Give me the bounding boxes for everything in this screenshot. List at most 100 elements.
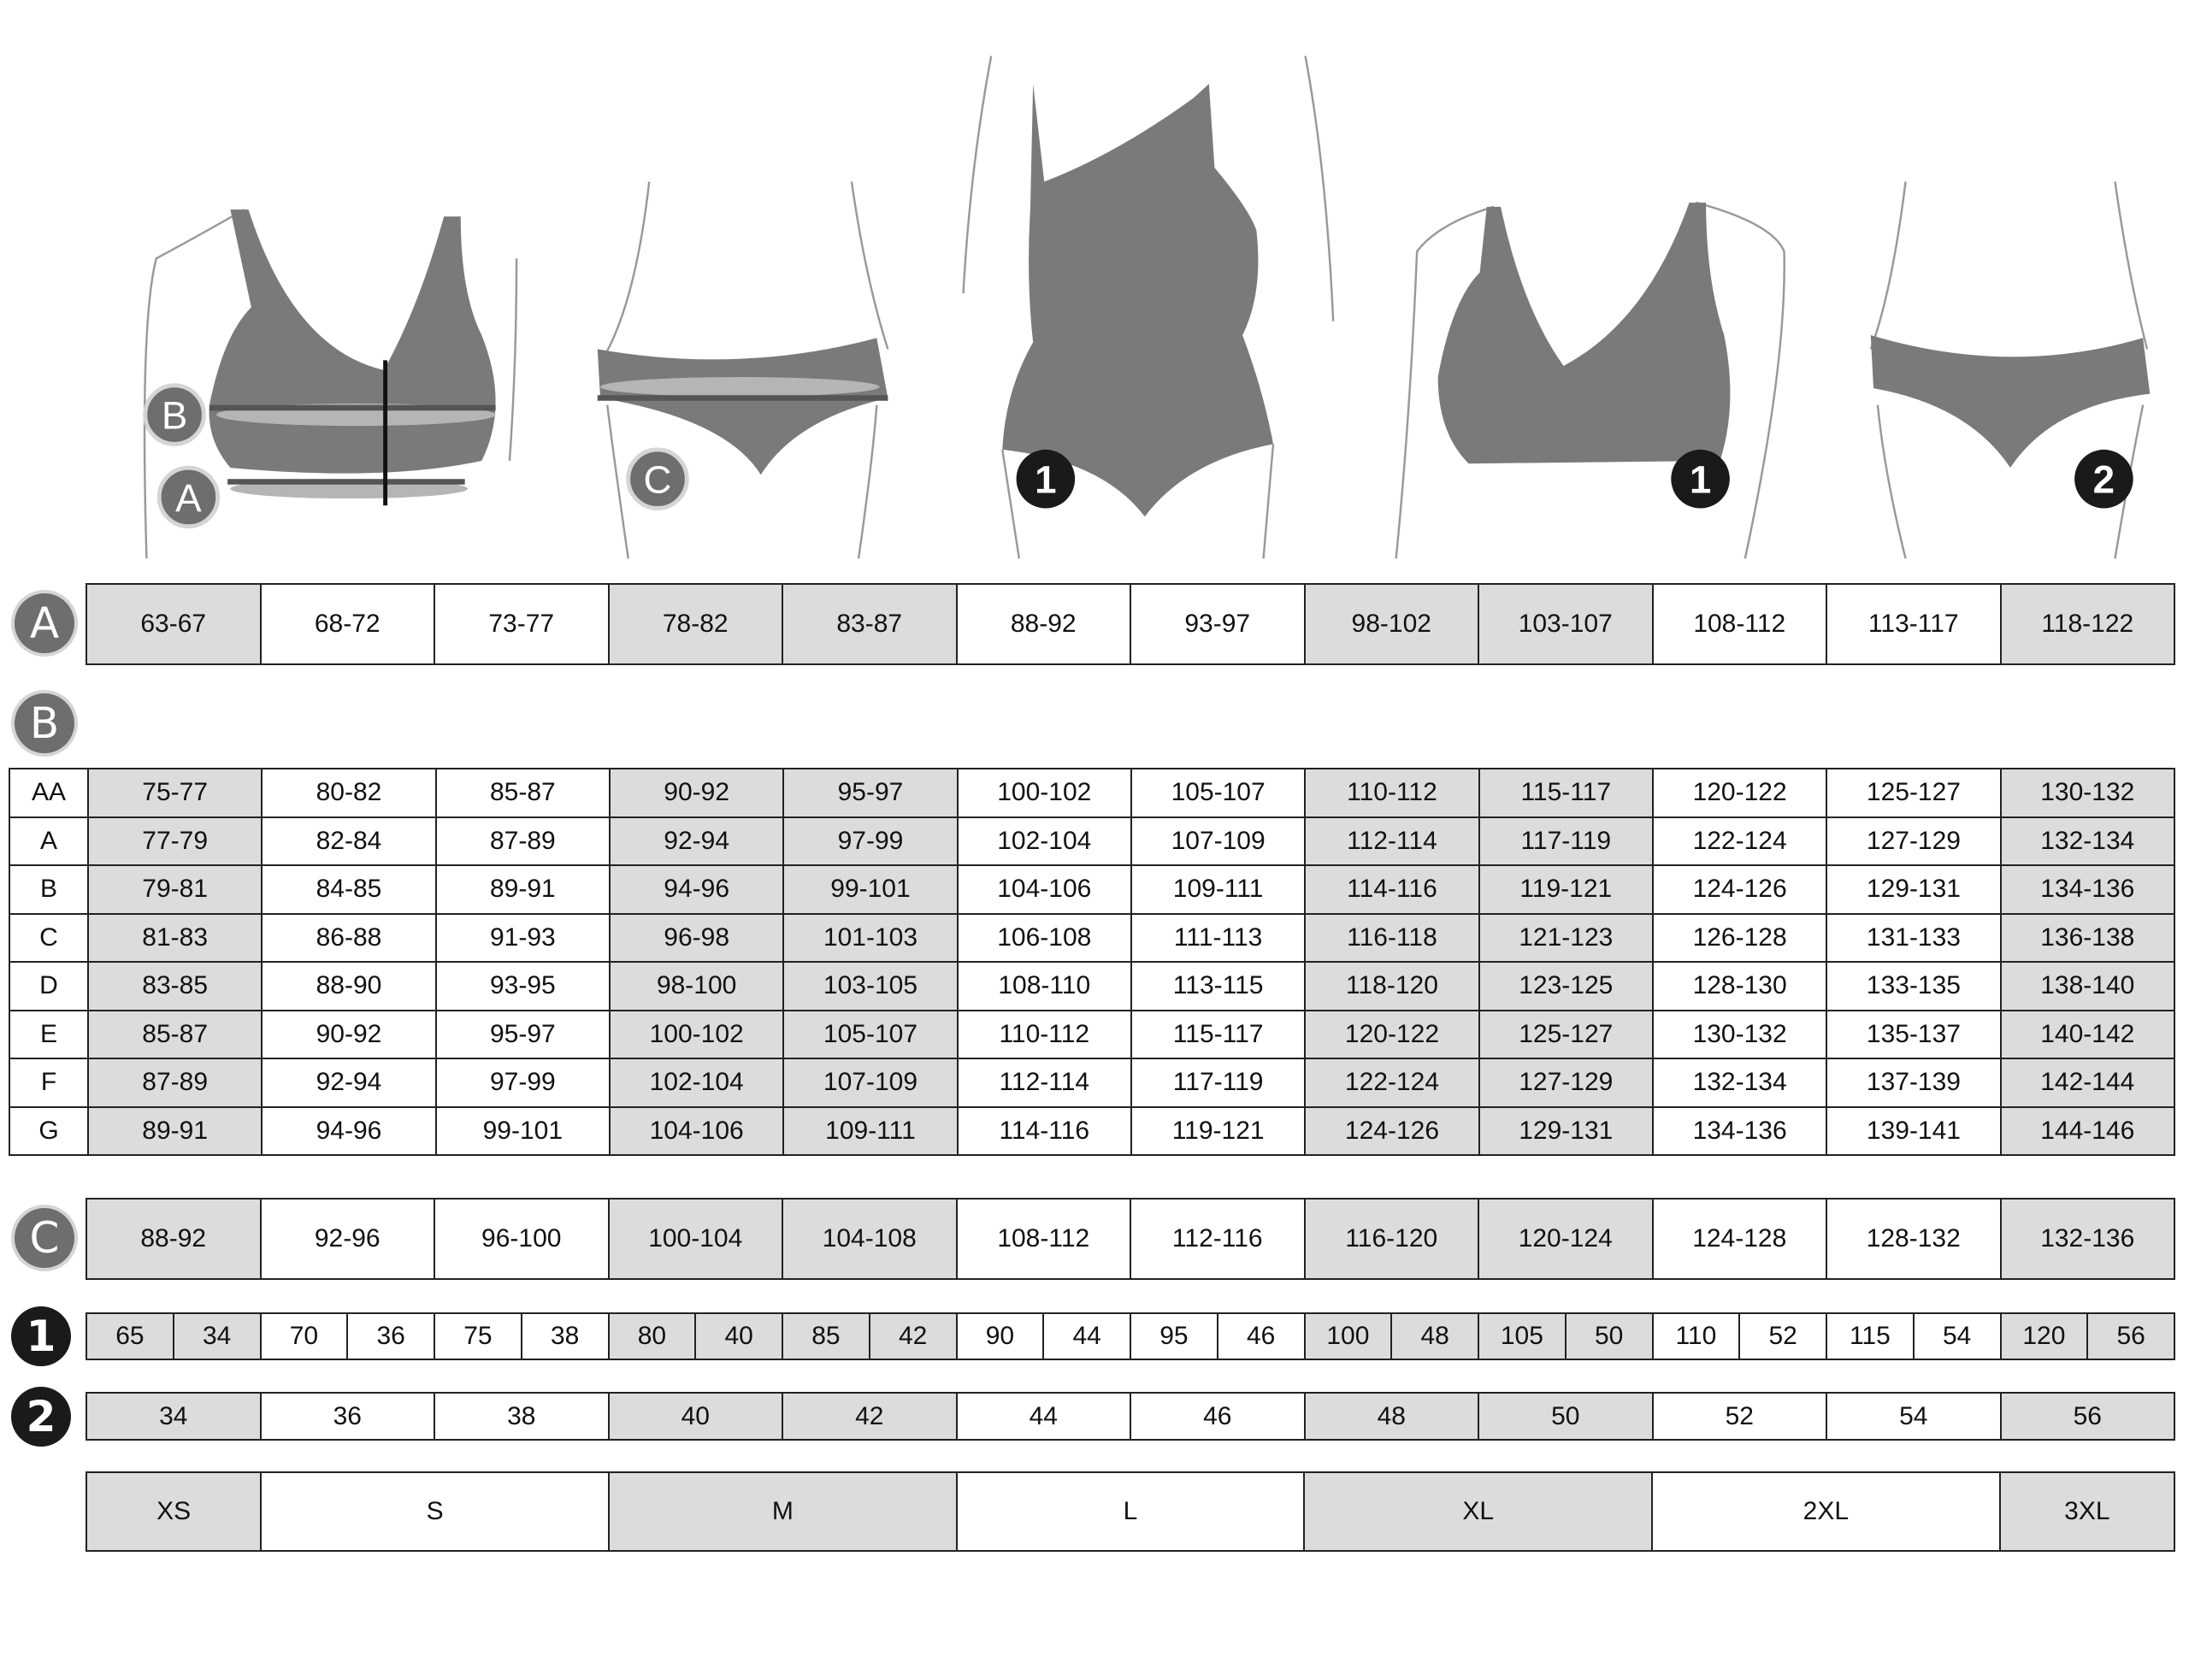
table-cell: 116-118 bbox=[1306, 914, 1480, 961]
table-cell: 38 bbox=[435, 1394, 610, 1439]
table-cell: 83-85 bbox=[89, 963, 263, 1010]
cup-label: E bbox=[10, 1011, 89, 1058]
table-cell-pair: 75 38 bbox=[435, 1314, 610, 1359]
table-cell-pair: 80 40 bbox=[609, 1314, 783, 1359]
table-cell: 87-89 bbox=[437, 817, 611, 864]
table-cell: 128-130 bbox=[1654, 963, 1828, 1010]
table-cell: 138-140 bbox=[2001, 963, 2175, 1010]
table-cell: 91-93 bbox=[437, 914, 611, 961]
table-cell: 119-121 bbox=[1479, 866, 1654, 913]
table-cell: 34 bbox=[202, 1322, 232, 1350]
table-cell: 82-84 bbox=[263, 817, 437, 864]
table-cell: 63-67 bbox=[87, 585, 262, 663]
table-cell: 122-124 bbox=[1306, 1059, 1480, 1106]
badge-2-icon: 2 bbox=[2093, 458, 2115, 502]
table-cell: 99-101 bbox=[784, 866, 959, 913]
size-cell: 2XL bbox=[1653, 1473, 2001, 1550]
table-cell: 142-144 bbox=[2001, 1059, 2175, 1106]
table-cell: 34 bbox=[87, 1394, 262, 1439]
table-cell: 92-96 bbox=[262, 1200, 435, 1278]
table-cell: 125-127 bbox=[1479, 1011, 1654, 1058]
table-cell: 83-87 bbox=[783, 585, 958, 663]
table-cell: 107-109 bbox=[1132, 817, 1307, 864]
size-cell: S bbox=[262, 1473, 610, 1550]
table-cell: 129-131 bbox=[1479, 1107, 1654, 1154]
table-cell: 105 bbox=[1479, 1314, 1567, 1359]
table-cell: 130-132 bbox=[2001, 769, 2175, 816]
badge-c-icon: C bbox=[643, 458, 671, 502]
cup-label: F bbox=[10, 1059, 89, 1106]
table-cell: 130-132 bbox=[1654, 1011, 1828, 1058]
size-cell: 3XL bbox=[2000, 1473, 2176, 1550]
bra-figure-1 bbox=[1437, 202, 1731, 464]
table-cell: 115 bbox=[1827, 1314, 1915, 1359]
table-cell: 94-96 bbox=[610, 866, 785, 913]
garment-shapes bbox=[209, 84, 2151, 517]
table-b-bust: AA 75-77 80-82 85-87 90-92 95-97 100-102 105-10… bbox=[9, 768, 2175, 1156]
cup-label: G bbox=[10, 1107, 89, 1154]
cup-label: B bbox=[10, 866, 89, 913]
table-cell: 93-97 bbox=[1131, 585, 1306, 663]
table-cell-pair: 70 36 bbox=[262, 1314, 435, 1359]
cup-label: AA bbox=[10, 769, 89, 816]
table-cell: 42 bbox=[898, 1322, 928, 1350]
table-cell: 79-81 bbox=[89, 866, 263, 913]
table-cell: 116-120 bbox=[1305, 1200, 1479, 1278]
table-cell: 73-77 bbox=[435, 585, 610, 663]
table-cell: 90-92 bbox=[610, 769, 785, 816]
table-cell: 101-103 bbox=[784, 914, 959, 961]
table-cell: 108-110 bbox=[959, 963, 1132, 1010]
table-cell: 110 bbox=[1654, 1314, 1741, 1359]
table-cell: 115-117 bbox=[1479, 769, 1654, 816]
table-cell: 85-87 bbox=[437, 769, 611, 816]
table-cell: 84-85 bbox=[263, 866, 437, 913]
bra-figure-a-b bbox=[209, 209, 496, 474]
table-cell: 46 bbox=[1131, 1394, 1306, 1439]
table-cell: 52 bbox=[1654, 1394, 1827, 1439]
table-cell: 80-82 bbox=[263, 769, 437, 816]
table-cell: 92-94 bbox=[610, 817, 785, 864]
table-cell: 133-135 bbox=[1827, 963, 2002, 1010]
table-cell: 90-92 bbox=[263, 1011, 437, 1058]
badge-a-icon: A bbox=[175, 476, 202, 520]
table-cell: 121-123 bbox=[1479, 914, 1654, 961]
table-cell: 111-113 bbox=[1132, 914, 1307, 961]
table-cell: 115-117 bbox=[1132, 1011, 1307, 1058]
table-cell: 44 bbox=[1072, 1322, 1101, 1350]
cup-label: C bbox=[10, 914, 89, 961]
table-cell: 109-111 bbox=[1132, 866, 1307, 913]
measure-arrows bbox=[209, 360, 888, 506]
table-cell: 102-104 bbox=[959, 817, 1132, 864]
table-cell: 100-104 bbox=[609, 1200, 783, 1278]
table-cell: 100-102 bbox=[610, 1011, 785, 1058]
table-cell: 118-120 bbox=[1306, 963, 1480, 1010]
table-cell: 98-100 bbox=[610, 963, 785, 1010]
table-cell: 124-126 bbox=[1654, 866, 1828, 913]
table-cell: 120 bbox=[2002, 1314, 2089, 1359]
table-cell-pair: 115 54 bbox=[1827, 1314, 2002, 1359]
table-cell: 109-111 bbox=[784, 1107, 959, 1154]
table-cell: 135-137 bbox=[1827, 1011, 2002, 1058]
table-cell: 117-119 bbox=[1479, 817, 1654, 864]
table-cell: 80 bbox=[610, 1314, 697, 1359]
table-cell: 88-92 bbox=[958, 585, 1131, 663]
table-cell: 118-122 bbox=[2001, 585, 2175, 663]
table-cell: 56 bbox=[2001, 1394, 2175, 1439]
table-cell: 98-102 bbox=[1305, 585, 1479, 663]
table-cell: 112-116 bbox=[1131, 1200, 1306, 1278]
table-cell: 36 bbox=[262, 1394, 435, 1439]
table-cell: 50 bbox=[1594, 1322, 1624, 1350]
table-cell: 48 bbox=[1305, 1394, 1479, 1439]
badge-1-icon: 1 bbox=[1690, 458, 1711, 502]
table-cell: 132-134 bbox=[2001, 817, 2175, 864]
table-row: A 77-79 82-84 87-89 92-94 97-99 102-104 107-109… bbox=[10, 817, 2175, 866]
table-cell: 106-108 bbox=[959, 914, 1132, 961]
table-cell-pair: 95 46 bbox=[1131, 1314, 1306, 1359]
table-cell: 95 bbox=[1131, 1314, 1218, 1359]
table-cell: 134-136 bbox=[2001, 866, 2175, 913]
badge-b-icon: B bbox=[162, 393, 187, 437]
table-cell: 97-99 bbox=[784, 817, 959, 864]
table-cell: 137-139 bbox=[1827, 1059, 2002, 1106]
table-cell: 90 bbox=[958, 1314, 1045, 1359]
size-cell: XL bbox=[1305, 1473, 1654, 1550]
